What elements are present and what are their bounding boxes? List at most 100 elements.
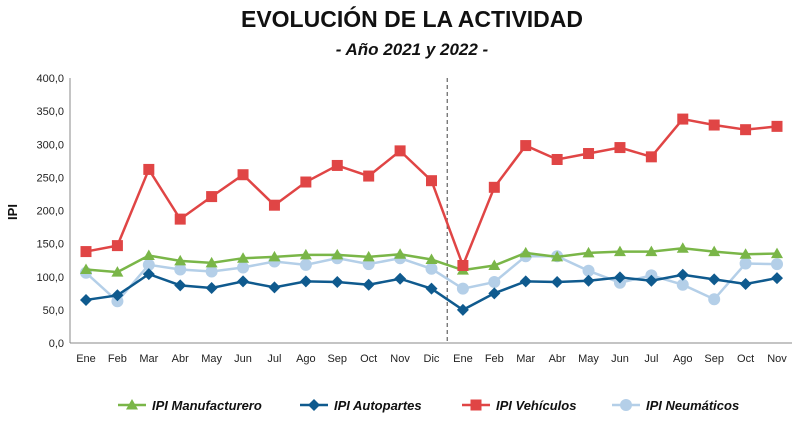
series-line <box>85 117 778 269</box>
data-point <box>739 278 752 291</box>
data-point <box>394 272 407 285</box>
series-ipi-manufacturero <box>80 242 783 277</box>
data-point <box>676 268 689 281</box>
data-point <box>488 276 501 289</box>
data-point <box>299 248 312 260</box>
data-point <box>142 258 155 271</box>
y-tick-label: 0,0 <box>49 338 64 350</box>
data-point <box>645 245 658 257</box>
data-point <box>677 113 689 125</box>
data-point <box>237 275 250 288</box>
data-point <box>80 293 92 306</box>
data-point <box>426 175 437 187</box>
y-tick-label: 150,0 <box>36 239 64 251</box>
legend-marker <box>126 399 138 410</box>
y-tick-label: 350,0 <box>36 106 64 118</box>
data-point <box>488 181 500 193</box>
data-point <box>331 159 343 171</box>
x-tick-label: Oct <box>360 353 377 365</box>
data-point <box>456 282 469 295</box>
data-point <box>143 163 155 175</box>
data-point <box>676 278 689 291</box>
x-tick-label: Dic <box>424 353 440 365</box>
data-point <box>520 140 532 152</box>
data-point <box>111 289 124 302</box>
legend-label: IPI Manufacturero <box>152 398 262 413</box>
data-point <box>771 272 783 285</box>
data-point <box>708 245 721 257</box>
data-point <box>205 256 218 268</box>
data-point <box>174 254 187 266</box>
data-point <box>456 303 469 316</box>
data-point <box>300 176 312 188</box>
data-point <box>551 276 564 289</box>
legend-item: IPI Neumáticos <box>612 398 739 413</box>
data-point <box>205 265 218 278</box>
x-tick-label: Jul <box>267 353 281 365</box>
data-point <box>268 199 280 211</box>
data-point <box>582 264 595 277</box>
data-point <box>488 287 501 300</box>
data-point <box>613 271 626 284</box>
data-point <box>299 258 312 271</box>
legend-label: IPI Autopartes <box>334 398 422 413</box>
series-ipi-autopartes <box>80 268 783 316</box>
data-point <box>645 274 658 287</box>
data-point <box>174 279 187 292</box>
data-point <box>205 282 218 295</box>
x-tick-label: Mar <box>516 353 535 365</box>
x-tick-label: Sep <box>327 353 347 365</box>
legend-marker <box>470 399 482 411</box>
data-point <box>771 120 783 132</box>
series-ipi-neum-ticos <box>80 250 783 308</box>
data-point <box>519 246 532 258</box>
data-point <box>174 213 186 225</box>
data-point <box>331 276 344 289</box>
data-point <box>425 282 438 295</box>
x-tick-label: Ago <box>296 353 316 365</box>
data-point <box>299 275 312 288</box>
y-tick-label: 250,0 <box>36 172 64 184</box>
data-point <box>206 191 218 203</box>
x-tick-label: Ene <box>76 353 96 365</box>
data-point <box>519 275 532 288</box>
x-tick-label: Jun <box>234 353 252 365</box>
data-point <box>362 250 375 262</box>
y-tick-label: 200,0 <box>36 206 64 218</box>
x-tick-label: Ago <box>673 353 693 365</box>
data-point <box>237 252 250 263</box>
data-point <box>80 263 92 274</box>
y-tick-label: 50,0 <box>43 305 64 317</box>
data-point <box>394 145 406 157</box>
data-point <box>425 253 438 265</box>
data-point <box>614 142 626 154</box>
data-point <box>676 242 689 253</box>
x-tick-label: Jun <box>611 353 629 365</box>
x-tick-label: Abr <box>549 353 566 365</box>
y-tick-label: 100,0 <box>36 272 64 284</box>
x-tick-label: Ene <box>453 353 473 365</box>
data-point <box>583 148 595 160</box>
data-point <box>582 246 595 258</box>
x-tick-label: May <box>578 353 599 365</box>
data-point <box>582 274 595 287</box>
legend-item: IPI Autopartes <box>300 398 422 413</box>
data-point <box>237 169 249 181</box>
data-point <box>771 258 783 271</box>
x-tick-label: Abr <box>172 353 189 365</box>
data-point <box>645 151 657 163</box>
data-point <box>142 268 155 281</box>
x-tick-label: May <box>201 353 222 365</box>
x-tick-label: Nov <box>390 353 410 365</box>
x-tick-label: Feb <box>108 353 127 365</box>
chart-title: EVOLUCIÓN DE LA ACTIVIDAD <box>241 5 583 32</box>
data-point <box>708 293 721 306</box>
data-point <box>268 250 281 262</box>
legend-item: IPI Manufacturero <box>118 398 262 413</box>
y-tick-label: 400,0 <box>36 73 64 85</box>
data-point <box>771 247 783 259</box>
legend-label: IPI Neumáticos <box>646 398 739 413</box>
x-tick-label: Sep <box>704 353 724 365</box>
data-point <box>142 249 155 261</box>
